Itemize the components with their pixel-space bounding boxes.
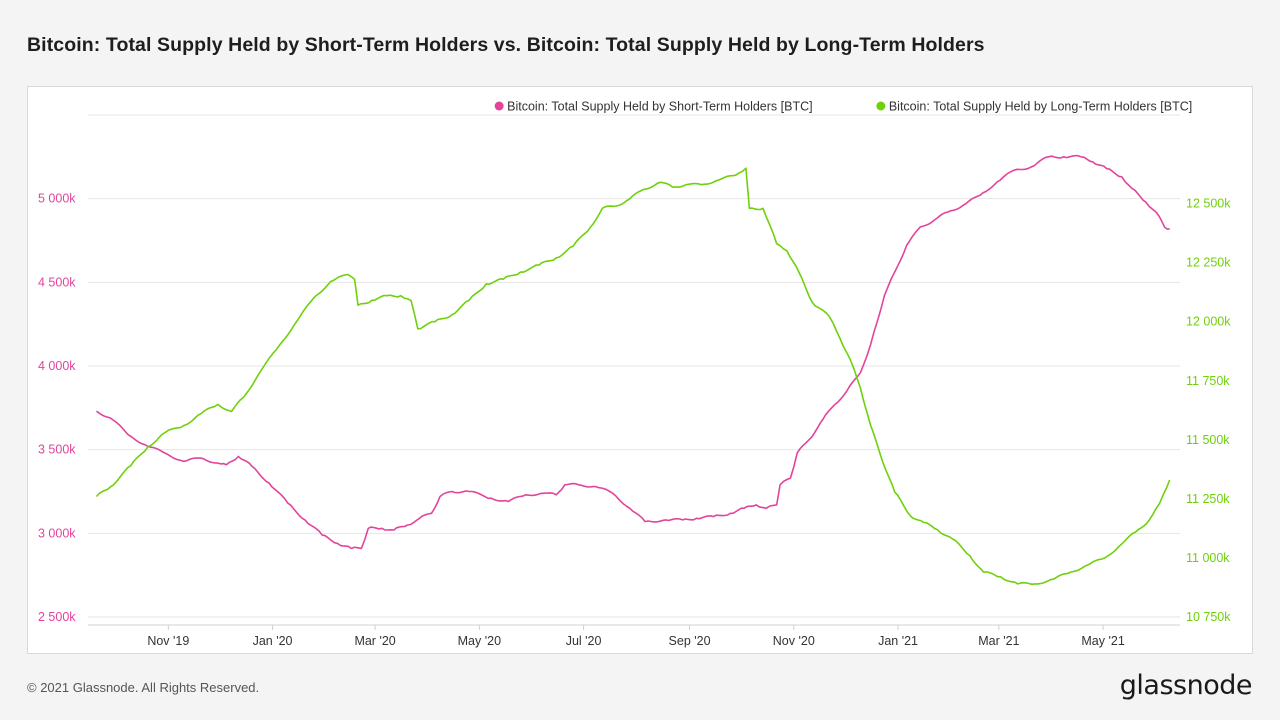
x-tick-label: Jul '20 <box>566 634 602 648</box>
series-lines <box>95 154 1171 586</box>
legend-label: Bitcoin: Total Supply Held by Long-Term … <box>889 100 1192 114</box>
legend-item-lth[interactable]: Bitcoin: Total Supply Held by Long-Term … <box>876 100 1192 114</box>
x-tick-label: May '20 <box>458 634 501 648</box>
legend-marker <box>494 101 504 111</box>
x-tick-label: Sep '20 <box>669 634 711 648</box>
y-right-tick-label: 10 750k <box>1186 610 1231 624</box>
x-tick-label: Nov '20 <box>773 634 815 648</box>
x-tick-label: Jan '20 <box>253 634 293 648</box>
y-right-tick-label: 11 500k <box>1186 433 1230 447</box>
y-right-tick-label: 11 750k <box>1186 374 1230 388</box>
y-left-tick-label: 2 500k <box>38 610 76 624</box>
page-title: Bitcoin: Total Supply Held by Short-Term… <box>27 34 985 56</box>
y-right-tick-label: 11 000k <box>1186 551 1230 565</box>
x-tick-label: Mar '20 <box>354 634 395 648</box>
sth-series-line[interactable] <box>96 154 1170 550</box>
legend-label: Bitcoin: Total Supply Held by Short-Term… <box>507 100 812 114</box>
x-tick-label: May '21 <box>1081 634 1124 648</box>
y-left-tick-label: 4 500k <box>38 275 76 289</box>
y-left-tick-label: 3 000k <box>38 526 76 540</box>
x-tick-label: Mar '21 <box>978 634 1019 648</box>
gridlines <box>88 114 1180 618</box>
glassnode-logo[interactable]: glassnode <box>1119 670 1253 701</box>
legend-marker <box>876 101 886 111</box>
x-tick-label: Jan '21 <box>878 634 918 648</box>
chart-panel: 2 500k 3 000k 3 500k 4 000k 4 500k 5 000k 10 7… <box>27 86 1253 654</box>
chart-canvas: 2 500k 3 000k 3 500k 4 000k 4 500k 5 000k 10 7… <box>38 100 1231 649</box>
x-tick-label: Nov '19 <box>147 634 189 648</box>
y-right-tick-label: 12 500k <box>1186 197 1231 211</box>
y-left-tick-label: 3 500k <box>38 443 76 457</box>
y-right-tick-label: 12 000k <box>1186 315 1231 329</box>
legend[interactable]: Bitcoin: Total Supply Held by Short-Term… <box>494 100 1193 114</box>
y-left-tick-label: 5 000k <box>38 192 76 206</box>
legend-item-sth[interactable]: Bitcoin: Total Supply Held by Short-Term… <box>494 100 813 114</box>
y-right-tick-label: 11 250k <box>1186 492 1230 506</box>
y-right-tick-label: 12 250k <box>1186 256 1231 270</box>
lth-series-line[interactable] <box>95 167 1171 586</box>
axes: 2 500k 3 000k 3 500k 4 000k 4 500k 5 000k 10 7… <box>38 192 1231 648</box>
copyright-footer: © 2021 Glassnode. All Rights Reserved. <box>27 680 260 695</box>
y-left-tick-label: 4 000k <box>38 359 76 373</box>
